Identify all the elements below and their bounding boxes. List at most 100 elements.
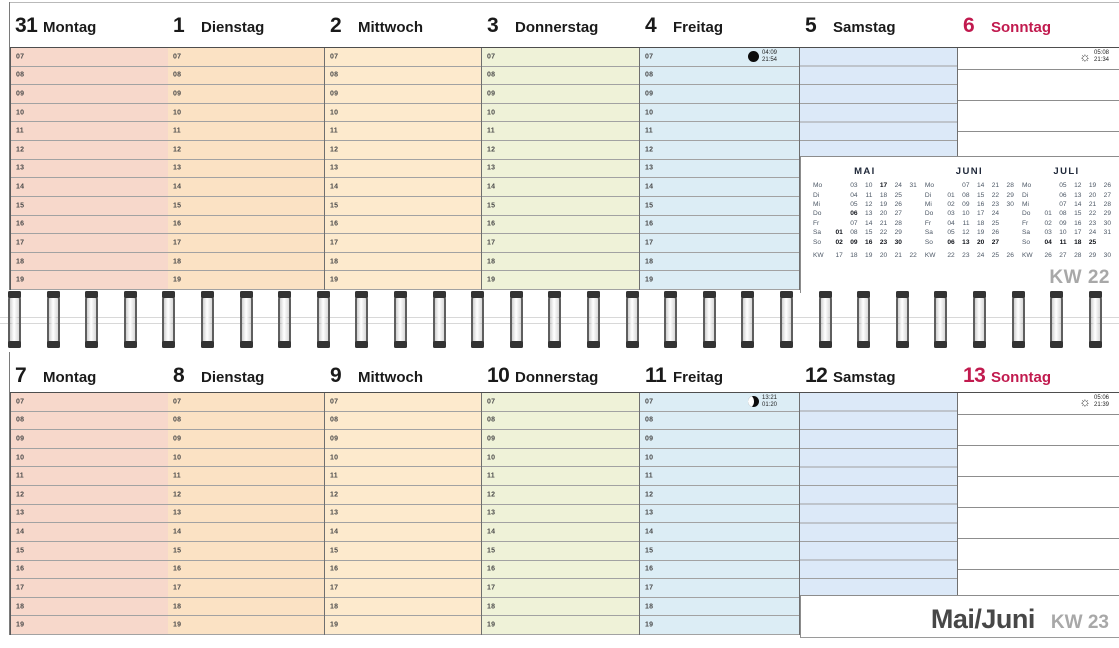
hour-label: 14: [173, 528, 182, 536]
hour-label: 19: [173, 276, 182, 284]
hour-row: 14: [11, 523, 168, 542]
mini-calendar-day-label: Sa: [813, 229, 822, 237]
spiral-wire-loop: [123, 293, 137, 347]
mini-calendar-kw-number: 24: [976, 251, 985, 259]
hour-label: 08: [173, 416, 182, 424]
day-header-montag: 7 Montag: [10, 352, 168, 392]
spiral-wire-loop: [8, 293, 21, 347]
hour-row: 07: [168, 393, 324, 412]
hour-label: 13: [173, 164, 182, 172]
sunset-time: 21:34: [1093, 56, 1109, 63]
spiral-wire-loop: [46, 293, 60, 347]
mini-calendar-day-label: Di: [1022, 191, 1029, 199]
hour-label: 10: [16, 109, 25, 117]
hour-row: 07: [11, 48, 168, 67]
spiral-punch-hole-top: [162, 291, 176, 298]
hour-label: 07: [645, 53, 654, 61]
hour-row: 19: [325, 271, 481, 290]
hour-row: 17: [325, 579, 481, 598]
day-column-donnerstag: 07 08 09 10 11 12 13 14 15 16 17 18 19: [482, 393, 640, 635]
hour-label: 19: [487, 276, 496, 284]
hour-label: 12: [173, 491, 182, 499]
hour-row: 10: [325, 103, 481, 123]
mini-calendar-date: 05: [850, 200, 858, 208]
hour-label: 12: [487, 146, 496, 154]
hour-label: 11: [16, 472, 24, 480]
new-moon-moon-icon: [747, 51, 759, 62]
mini-calendar-day-label: Mi: [813, 200, 820, 208]
hour-label: 18: [16, 603, 25, 611]
mini-calendar-date: 04: [850, 191, 858, 199]
mini-calendar-day-label: So: [924, 238, 933, 246]
spiral-binding: [0, 290, 1119, 350]
hour-label: 17: [487, 239, 496, 247]
spiral-wire-loop: [432, 293, 446, 347]
hour-label: 13: [645, 509, 654, 517]
day-column-donnerstag: 07 08 09 10 11 12 13 14 15 16 17 18 19: [482, 48, 640, 290]
mini-calendar-date: 18: [1074, 238, 1082, 246]
hour-row: 15: [325, 196, 481, 216]
mini-calendar-day-label: Do: [813, 210, 822, 218]
day-number: 11: [645, 364, 667, 387]
mini-calendar-date: 20: [976, 238, 985, 246]
hour-label: 13: [330, 509, 339, 517]
hour-row: 12: [11, 141, 168, 160]
mini-calendar-row: Mi 05 12 19 26: [813, 200, 917, 209]
hour-row: 19: [168, 616, 324, 635]
mini-calendar-kw-label: KW: [924, 251, 936, 259]
spiral-wire-loop: [162, 293, 176, 347]
hour-row: 11: [168, 467, 324, 487]
mini-calendar-date: 27: [1103, 191, 1111, 199]
mini-calendar-date: 02: [835, 238, 843, 246]
mini-calendar-date: 14: [1074, 200, 1082, 208]
mini-calendar-date: 14: [976, 182, 985, 190]
hour-label: 16: [16, 565, 25, 573]
hour-label: 13: [16, 509, 25, 517]
spiral-punch-hole-bottom: [625, 341, 639, 348]
mini-calendar-row: Mo 05 12 19 26: [1022, 181, 1111, 190]
month-label-row: Mai/Juni KW 23: [801, 596, 1119, 635]
mini-calendar-row: Fr 02 09 16 23 30: [1022, 219, 1111, 228]
hour-label: 14: [330, 183, 339, 191]
mini-calendar-date: 30: [1103, 219, 1111, 227]
hour-label: 09: [173, 435, 182, 443]
mini-calendar-row: Mi 07 14 21 28: [1022, 200, 1111, 209]
hour-row: 08: [640, 66, 799, 86]
hour-row: 09: [325, 430, 481, 449]
mini-calendar-month-title: JULI: [1053, 166, 1080, 177]
day-number: 12: [805, 364, 828, 387]
day-number: 2: [330, 14, 342, 37]
hour-label: 14: [487, 528, 496, 536]
mini-calendar-date: 21: [1088, 200, 1097, 208]
mini-calendar-kw-number: 18: [850, 251, 858, 259]
spiral-punch-hole-top: [587, 291, 600, 298]
hour-row: 17: [325, 234, 481, 253]
mini-calendar-date: 12: [962, 229, 970, 237]
hour-row: 08: [325, 66, 481, 86]
hour-label: 15: [173, 202, 182, 210]
hour-row: 18: [640, 597, 799, 617]
hour-row: 19: [640, 271, 799, 290]
mini-calendar-date: 28: [1103, 200, 1111, 208]
hour-label: 14: [645, 183, 654, 191]
hour-label: 15: [645, 547, 654, 555]
mini-calendar-day-label: Fr: [1022, 219, 1029, 227]
mini-calendar-date: 10: [1059, 229, 1067, 237]
hour-row: 08: [325, 411, 481, 431]
mini-calendar-date: 21: [991, 182, 1000, 190]
spiral-punch-hole-bottom: [895, 341, 909, 348]
spiral-wire-loop: [895, 293, 909, 347]
hour-label: 09: [645, 90, 654, 98]
mini-calendar-day-label: Sa: [924, 229, 933, 237]
mini-calendar-month-mai: MAI Mo 03 10 17 24 31 Di 04 11 18 25 Mi 05 12 19 26 Do 06 1…: [813, 166, 917, 260]
hour-row: 15: [11, 196, 168, 216]
mini-calendar-kw-number: 27: [1059, 251, 1067, 259]
spiral-wire-loop: [857, 293, 871, 347]
spiral-wire-loop: [973, 293, 986, 347]
mini-calendar-row: Mo 07 14 21 28: [925, 181, 1014, 190]
day-name: Freitag: [673, 19, 724, 36]
spiral-punch-hole-bottom: [664, 341, 678, 348]
mini-calendar-date: 23: [879, 238, 888, 246]
spiral-wire-loop: [818, 293, 832, 347]
hour-label: 11: [645, 127, 653, 135]
